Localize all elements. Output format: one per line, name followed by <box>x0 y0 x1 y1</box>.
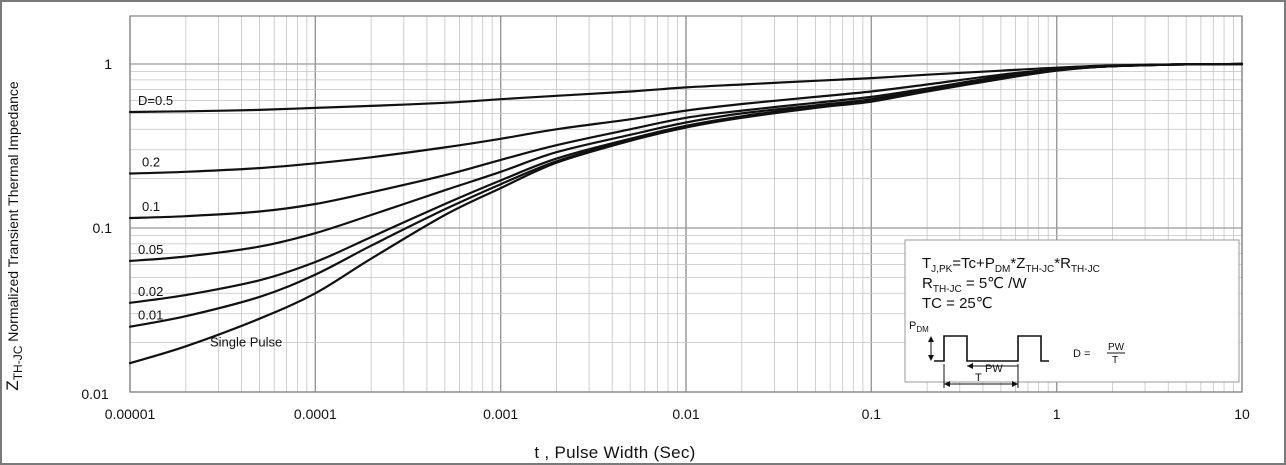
curve-label-3: 0.05 <box>138 242 163 257</box>
pw-label: PW <box>985 363 1003 375</box>
pdm-label-sub: DM <box>916 325 929 334</box>
pulse-diagram: PDM PW T D = PW T <box>909 320 1125 388</box>
curve-series-0 <box>128 62 1244 114</box>
y-tick-label: 0.01 <box>81 386 108 402</box>
x-tick-label: 10 <box>1234 406 1250 422</box>
r-value: = 5℃ /W <box>962 275 1028 292</box>
duty-label: D = <box>1073 348 1090 360</box>
x-tick-label: 0.0001 <box>294 406 337 422</box>
t-arrow-right <box>1012 381 1018 387</box>
x-tick-label: 0.01 <box>672 406 699 422</box>
pdm-p: P <box>909 320 916 332</box>
x-tick-label: 1 <box>1053 406 1061 422</box>
pulse-waveform <box>934 335 1049 362</box>
tj-sub: J,PK <box>931 264 952 275</box>
y-tick-labels: 0.01 0.1 1 <box>81 56 112 402</box>
x-tick-label: 0.00001 <box>105 406 156 422</box>
pdm-sub: DM <box>995 264 1011 275</box>
formula-annotation: TJ,PK=Tc+PDM*ZTH-JC*RTH-JC RTH-JC = 5℃ /… <box>904 239 1240 388</box>
t-arrow-left <box>944 381 950 387</box>
duty-numerator: PW <box>1108 342 1125 353</box>
y-tick-label: 1 <box>104 56 112 72</box>
curve-label-0: D=0.5 <box>138 93 173 108</box>
x-tick-label: 0.001 <box>483 406 518 422</box>
formula-eq: =Tc+P <box>952 255 995 272</box>
pdm-label: PDM <box>909 320 929 334</box>
r-symbol: R <box>922 275 933 292</box>
pw-arrow-left <box>967 363 973 369</box>
formula-line-1: TJ,PK=Tc+PDM*ZTH-JC*RTH-JC <box>922 255 1100 275</box>
rth-sub: TH-JC <box>1071 264 1100 275</box>
plot-area-border <box>129 15 1243 393</box>
formula-line-2: RTH-JC = 5℃ /W <box>922 275 1027 295</box>
tj-symbol: T <box>922 255 931 272</box>
y-axis-title-rest: Normalized Transient Thermal Impedance <box>5 81 21 346</box>
y-tick-label: 0.1 <box>93 220 113 236</box>
y-axis-title: ZTH-JC Normalized Transient Thermal Impe… <box>3 81 25 391</box>
pdm-arrow-up <box>928 336 934 342</box>
curve-label-5: 0.01 <box>138 308 163 323</box>
formula-r: *R <box>1054 255 1071 272</box>
curve-label-1: 0.2 <box>142 154 160 169</box>
formula-z: *Z <box>1010 255 1025 272</box>
x-tick-label: 0.1 <box>862 406 882 422</box>
curve-label-6: Single Pulse <box>210 335 282 350</box>
curve-labels: D=0.5 0.2 0.1 0.05 0.02 0.01 Single Pulse <box>138 93 282 350</box>
r-sub: TH-JC <box>933 284 962 295</box>
x-axis-title: t , Pulse Width (Sec) <box>534 443 695 462</box>
y-axis-title-z: Z <box>3 380 22 390</box>
t-label: T <box>975 372 982 384</box>
pdm-arrow-down <box>928 355 934 361</box>
curve-label-2: 0.1 <box>142 199 160 214</box>
curves <box>128 62 1244 365</box>
zth-sub: TH-JC <box>1025 264 1054 275</box>
formula-box <box>904 239 1240 383</box>
curve-label-4: 0.02 <box>138 284 163 299</box>
x-tick-labels: 0.00001 0.0001 0.001 0.01 0.1 1 10 <box>105 406 1250 422</box>
curve-series-6 <box>128 62 1244 365</box>
y-axis-title-sub: TH-JC <box>11 345 25 380</box>
duty-denominator: T <box>1112 355 1118 366</box>
formula-line-3: TC = 25℃ <box>922 295 993 312</box>
